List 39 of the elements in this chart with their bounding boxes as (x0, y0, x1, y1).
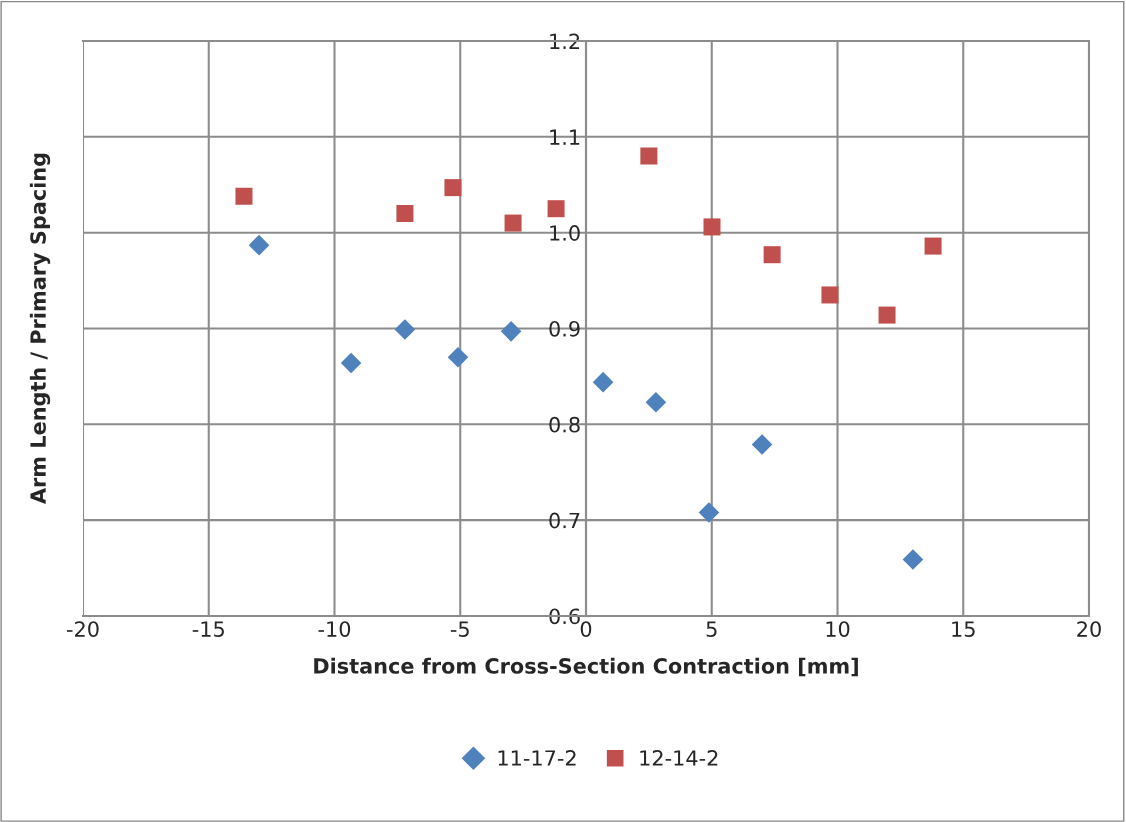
x-tick-label: 0 (580, 621, 592, 637)
point (592, 371, 614, 393)
legend-label: 11-17-2 (498, 750, 576, 766)
y-tick-label: 0.9 (549, 320, 580, 337)
point (763, 246, 781, 264)
point (447, 346, 469, 368)
point (394, 319, 416, 340)
x-tick-label: -15 (192, 621, 224, 637)
point (504, 214, 522, 232)
legend-label: 12-14-2 (640, 750, 718, 766)
x-tick-label: -10 (318, 621, 351, 637)
x-tick-label: -20 (67, 621, 99, 637)
y-tick-label: 1.1 (550, 129, 580, 145)
point (500, 321, 522, 342)
x-tick-label: 20 (1077, 621, 1101, 637)
x-tick-label: -5 (450, 621, 469, 637)
point (645, 391, 667, 413)
y-tick-label: 1.0 (550, 225, 580, 241)
point (248, 234, 270, 256)
point (396, 204, 414, 223)
point (640, 147, 658, 165)
point (547, 200, 565, 218)
point (821, 286, 839, 304)
x-tick-label: 10 (826, 621, 850, 637)
point (698, 502, 720, 523)
x-axis-title: Distance from Cross-Section Contraction [mm] (314, 657, 858, 677)
point (340, 352, 362, 374)
x-tick-label: 15 (952, 621, 975, 637)
y-axis-title: Arm Length / Primary Spacing (29, 153, 51, 504)
point (751, 434, 773, 455)
point (444, 179, 462, 197)
point (924, 237, 942, 255)
y-tick-label: 0.7 (549, 512, 580, 529)
point (878, 306, 896, 324)
point (902, 549, 924, 570)
y-tick-label: 0.8 (549, 416, 580, 433)
point (235, 187, 253, 205)
point (703, 218, 721, 236)
x-tick-label: 5 (706, 621, 717, 637)
